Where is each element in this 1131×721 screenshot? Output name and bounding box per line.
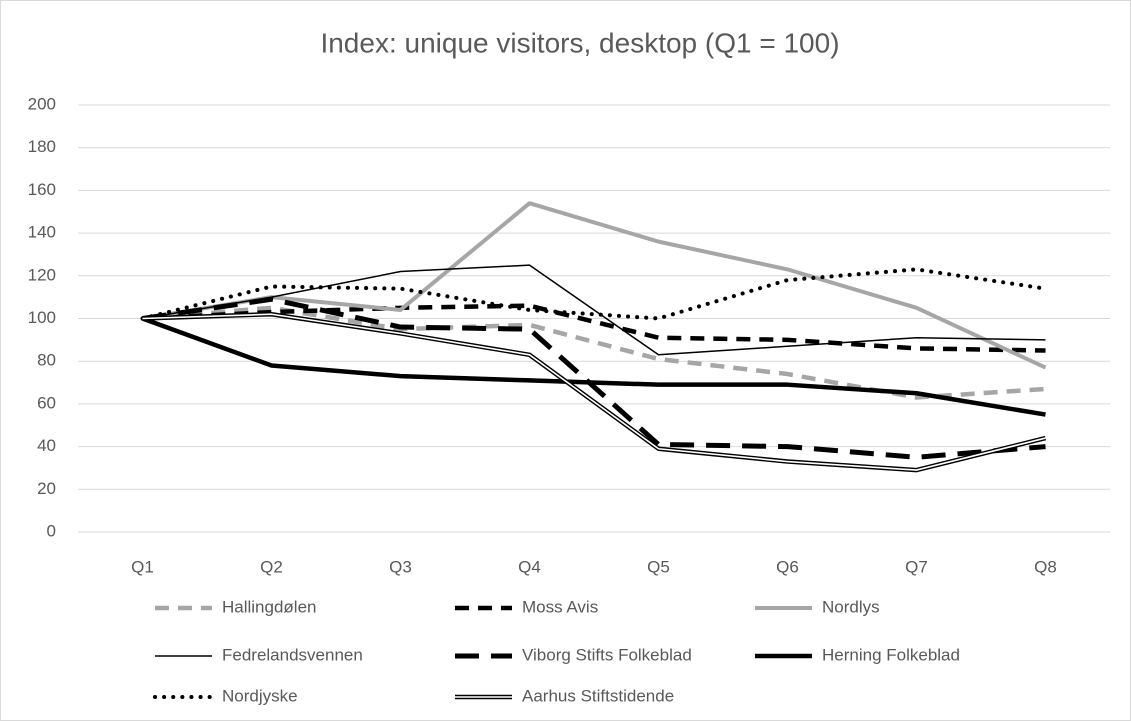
x-tick-label: Q7 — [905, 557, 928, 576]
legend-label: Moss Avis — [522, 597, 598, 616]
y-tick-label: 120 — [28, 265, 56, 284]
legend-label: Aarhus Stiftstidende — [522, 686, 674, 705]
legend-label: Nordjyske — [222, 686, 298, 705]
x-tick-label: Q3 — [389, 557, 412, 576]
y-tick-label: 160 — [28, 180, 56, 199]
legend-label: Nordlys — [822, 597, 880, 616]
y-tick-label: 40 — [37, 436, 56, 455]
series-line — [142, 201, 1047, 370]
y-tick-label: 0 — [47, 521, 56, 540]
series-line-inner — [142, 313, 1046, 471]
legend-label: Herning Folkeblad — [822, 645, 960, 664]
y-tick-label: 140 — [28, 223, 56, 242]
x-tick-label: Q2 — [260, 557, 283, 576]
x-tick-label: Q6 — [776, 557, 799, 576]
x-tick-label: Q1 — [131, 557, 154, 576]
series-line — [142, 264, 1046, 356]
x-tick-label: Q5 — [647, 557, 670, 576]
y-tick-label: 80 — [37, 351, 56, 370]
series-line — [142, 296, 1046, 460]
x-tick-label: Q4 — [518, 557, 541, 576]
series-line — [142, 303, 1046, 353]
y-tick-label: 100 — [28, 308, 56, 327]
x-tick-label: Q8 — [1034, 557, 1057, 576]
chart-title: Index: unique visitors, desktop (Q1 = 10… — [320, 27, 839, 58]
y-tick-label: 60 — [37, 393, 56, 412]
y-tick-label: 200 — [28, 94, 56, 113]
series-line — [140, 267, 1048, 321]
legend-label: Fedrelandsvennen — [222, 645, 363, 664]
legend-label: Hallingdølen — [222, 597, 317, 616]
y-tick-label: 180 — [28, 137, 56, 156]
legend-label: Viborg Stifts Folkeblad — [522, 645, 692, 664]
series-line — [141, 316, 1046, 417]
y-tick-label: 20 — [37, 479, 56, 498]
